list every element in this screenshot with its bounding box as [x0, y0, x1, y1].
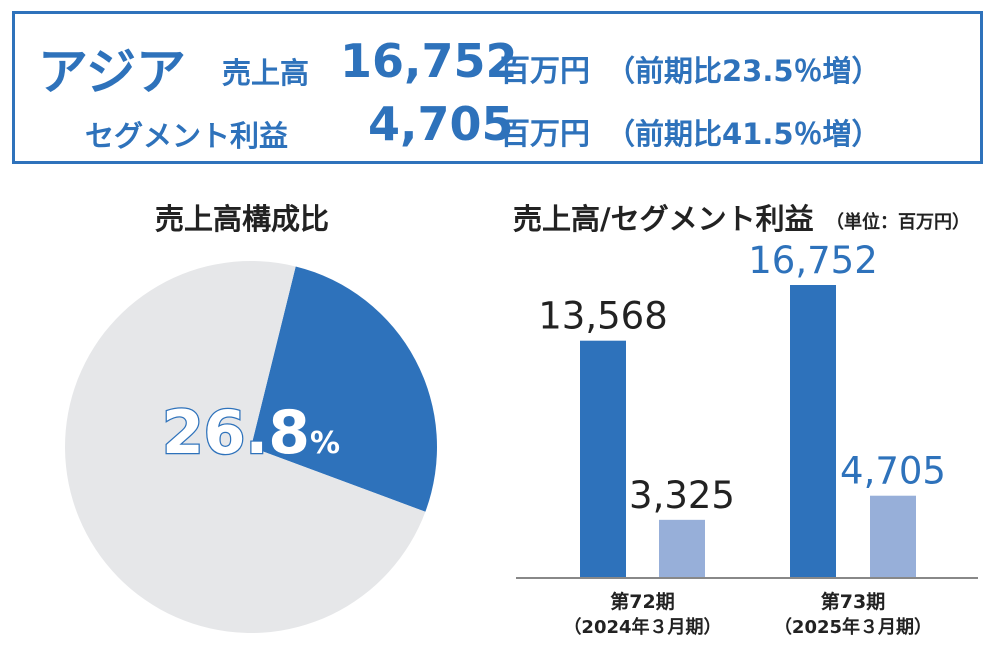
- category-sublabel-2: （2025年３月期）: [774, 616, 932, 638]
- bar-series2-cat1: [659, 519, 705, 578]
- bar-value-label-series1-cat1: 13,568: [538, 295, 667, 338]
- profit-label: セグメント利益: [85, 119, 289, 153]
- category-label-2: 第73期: [821, 590, 885, 613]
- profit-value: 4,705: [368, 97, 514, 151]
- sales-value: 16,752: [340, 34, 518, 88]
- pie-slice-1: [251, 266, 437, 512]
- sales-growth: （前期比23.5％増）: [606, 54, 881, 88]
- bar-value-label-series1-cat2: 16,752: [748, 240, 877, 282]
- sales-label: 売上高: [222, 56, 310, 90]
- pie-center-number: 26.8: [162, 398, 310, 468]
- bar-chart: 13,568 16,752 3,325 4,705 第72期 （2024年３月期） 第73…: [516, 240, 978, 638]
- bar-chart-unit-note: （単位：百万円）: [826, 212, 970, 233]
- category-label-1: 第72期: [610, 590, 674, 613]
- bar-series1-cat2: [790, 285, 836, 578]
- category-sublabel-1: （2024年３月期）: [563, 616, 721, 638]
- profit-growth: （前期比41.5％増）: [606, 117, 881, 151]
- pie-slice-2: [65, 261, 426, 633]
- region-name: アジア: [38, 43, 186, 101]
- pie-center-label: 26.8%: [162, 398, 340, 468]
- pie-slices: [65, 261, 437, 633]
- profit-unit: 百万円: [500, 117, 590, 152]
- summary-box: [12, 11, 983, 164]
- bar-chart-title: 売上高/セグメント利益: [513, 202, 814, 236]
- bar-marks: 13,568 16,752 3,325 4,705: [538, 240, 946, 578]
- pie-chart-title: 売上高構成比: [155, 202, 330, 236]
- pie-center-unit: %: [310, 426, 340, 461]
- bar-series2-cat2: [870, 495, 916, 578]
- sales-unit: 百万円: [500, 54, 590, 89]
- bar-value-label-series2-cat2: 4,705: [840, 450, 946, 493]
- bar-series1-cat1: [580, 340, 626, 578]
- bar-value-label-series2-cat1: 3,325: [629, 474, 735, 517]
- bar-category-labels: 第72期 （2024年３月期） 第73期 （2025年３月期）: [563, 590, 932, 638]
- pie-chart: 26.8%: [65, 261, 437, 633]
